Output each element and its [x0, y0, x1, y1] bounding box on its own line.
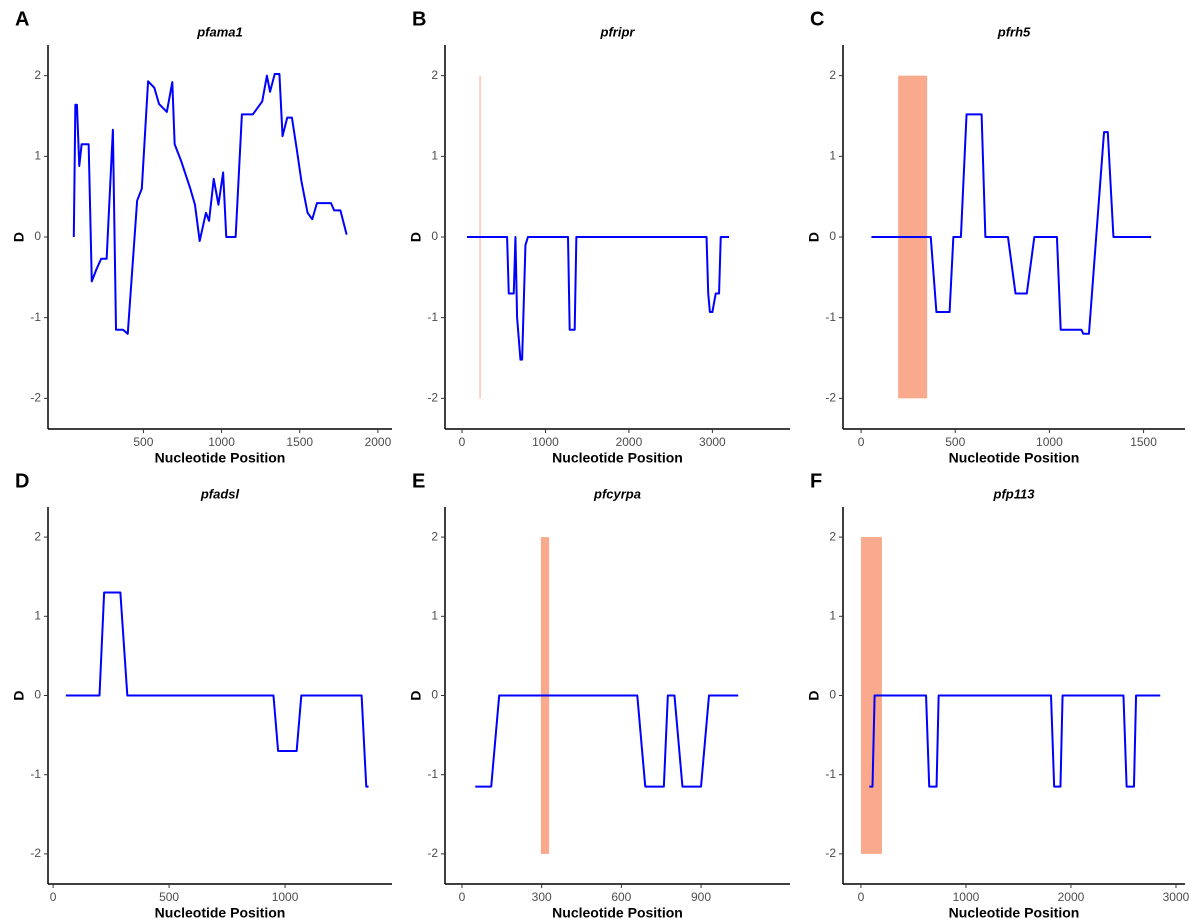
panel-label: B: [412, 8, 426, 30]
y-tick-label: 1: [829, 608, 836, 622]
x-tick-label: 2000: [1058, 890, 1085, 904]
panel-label: E: [412, 470, 425, 492]
x-axis-label: Nucleotide Position: [552, 905, 683, 921]
x-axis-label: Nucleotide Position: [949, 450, 1080, 466]
x-tick-label: 1000: [953, 890, 980, 904]
x-axis-label: Nucleotide Position: [155, 905, 286, 921]
y-axis-label: D: [806, 232, 822, 242]
y-tick-label: 1: [34, 608, 41, 622]
panel-label: F: [810, 470, 822, 492]
y-tick-label: 2: [34, 529, 41, 543]
x-tick-label: 0: [50, 890, 57, 904]
data-line: [65, 591, 369, 788]
x-tick-label: 3000: [1163, 890, 1189, 904]
panel-title: pfama1: [196, 24, 243, 39]
x-tick-label: 1000: [1036, 435, 1063, 449]
y-tick-label: 2: [431, 529, 438, 543]
y-tick-label: 1: [431, 608, 438, 622]
panel-label: D: [15, 470, 29, 492]
panel-label: A: [15, 8, 29, 30]
x-tick-label: 1000: [532, 435, 559, 449]
x-tick-label: 1000: [272, 890, 299, 904]
y-tick-label: -1: [30, 310, 41, 324]
data-line: [467, 236, 730, 361]
x-tick-label: 0: [858, 890, 865, 904]
x-tick-label: 2000: [365, 435, 392, 449]
y-tick-label: 2: [829, 529, 836, 543]
y-tick-label: -2: [825, 846, 836, 860]
y-axis-label: D: [408, 690, 424, 700]
y-tick-label: 0: [34, 688, 41, 702]
x-axis-label: Nucleotide Position: [552, 450, 683, 466]
panel-title: pfripr: [600, 24, 636, 39]
y-tick-label: 1: [34, 148, 41, 162]
y-tick-label: -2: [30, 391, 41, 405]
x-tick-label: 900: [691, 890, 711, 904]
y-tick-label: -1: [30, 767, 41, 781]
y-tick-label: -2: [825, 391, 836, 405]
y-tick-label: 2: [829, 68, 836, 82]
x-tick-label: 500: [159, 890, 179, 904]
panel-title: pfcyrpa: [593, 486, 641, 501]
y-tick-label: 1: [829, 148, 836, 162]
data-line: [72, 73, 348, 335]
x-tick-label: 0: [858, 435, 865, 449]
y-tick-label: 2: [34, 68, 41, 82]
panel-title: pfadsl: [200, 486, 240, 501]
y-tick-label: -1: [427, 310, 438, 324]
y-axis-label: D: [806, 690, 822, 700]
y-tick-label: 0: [34, 229, 41, 243]
y-tick-label: -2: [427, 846, 438, 860]
x-tick-label: 300: [532, 890, 552, 904]
x-axis-label: Nucleotide Position: [949, 905, 1080, 921]
data-line: [475, 694, 739, 788]
y-tick-label: 1: [431, 148, 438, 162]
y-axis-label: D: [408, 232, 424, 242]
x-tick-label: 500: [945, 435, 965, 449]
highlight-region: [860, 537, 882, 854]
x-axis-label: Nucleotide Position: [155, 450, 286, 466]
y-tick-label: 0: [829, 688, 836, 702]
panel-label: C: [810, 8, 824, 30]
panel-title: pfrh5: [997, 24, 1031, 39]
y-tick-label: 0: [829, 229, 836, 243]
x-tick-label: 0: [459, 435, 466, 449]
y-tick-label: -1: [825, 310, 836, 324]
y-axis-label: D: [11, 690, 27, 700]
x-tick-label: 0: [459, 890, 466, 904]
data-line: [869, 694, 1161, 788]
y-tick-label: 0: [431, 688, 438, 702]
panel-title: pfp113: [993, 486, 1036, 501]
x-tick-label: 1500: [1130, 435, 1157, 449]
y-tick-label: -2: [427, 391, 438, 405]
y-tick-label: -2: [30, 846, 41, 860]
x-tick-label: 600: [611, 890, 631, 904]
y-tick-label: -1: [825, 767, 836, 781]
y-tick-label: -1: [427, 767, 438, 781]
y-tick-label: 2: [431, 68, 438, 82]
y-tick-label: 0: [431, 229, 438, 243]
x-tick-label: 3000: [699, 435, 726, 449]
x-tick-label: 1500: [286, 435, 313, 449]
x-tick-label: 500: [133, 435, 153, 449]
x-tick-label: 2000: [616, 435, 643, 449]
x-tick-label: 1000: [208, 435, 235, 449]
data-line: [871, 113, 1152, 335]
y-axis-label: D: [11, 232, 27, 242]
